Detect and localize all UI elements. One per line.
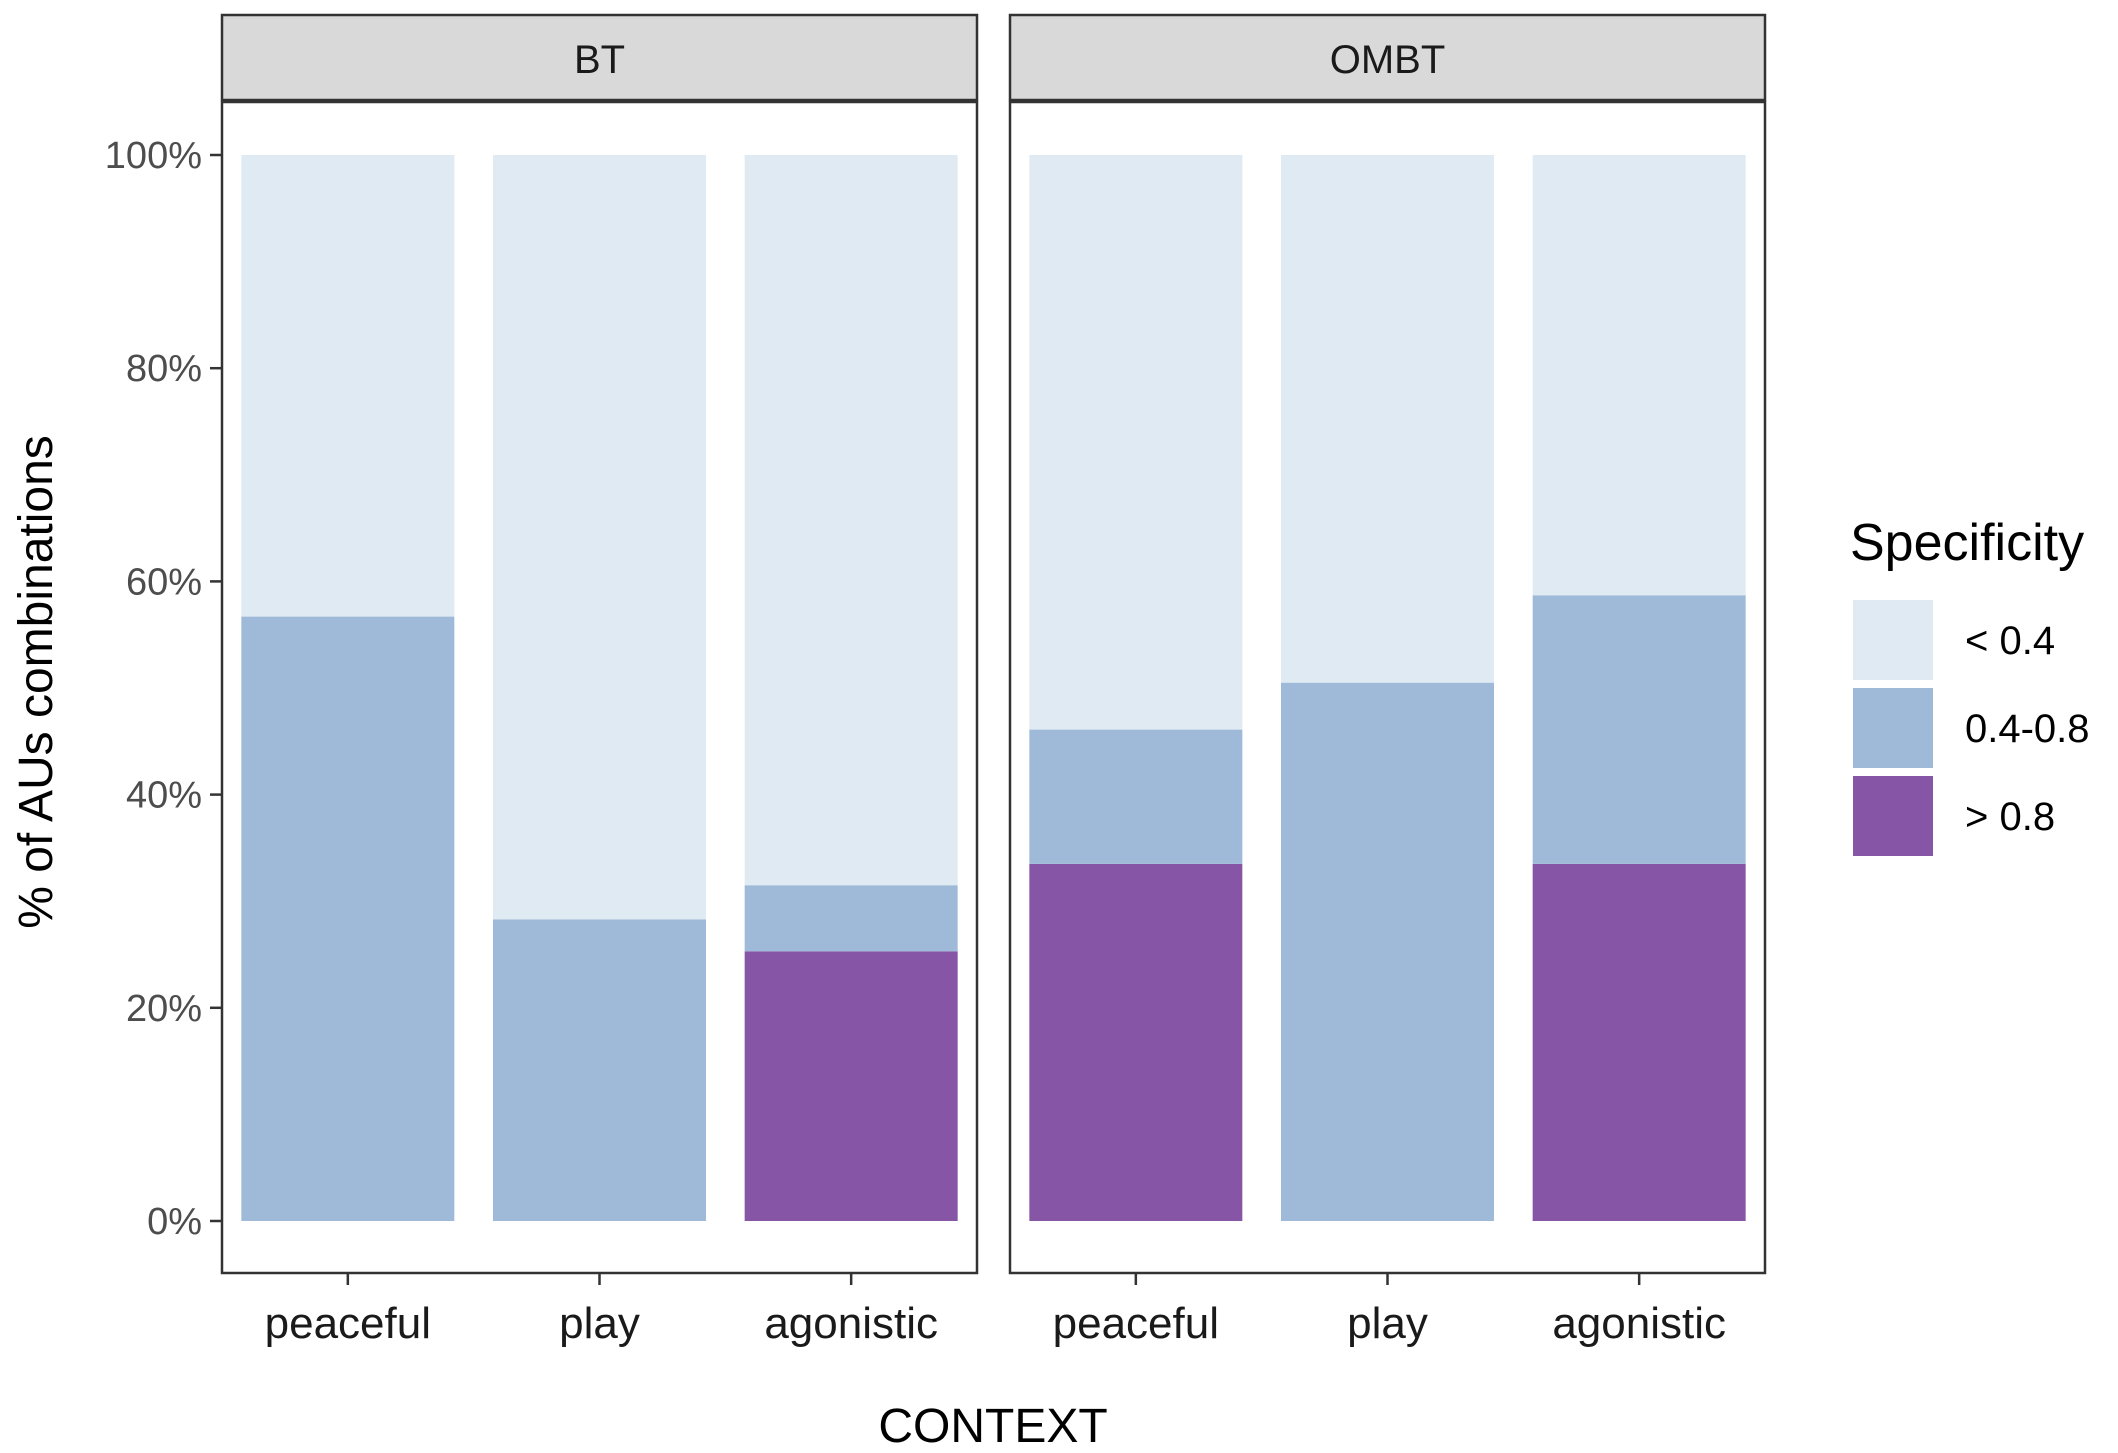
legend-label: > 0.8 bbox=[1965, 795, 2055, 839]
facet-strip-label: BT bbox=[574, 38, 625, 82]
y-tick-label: 40% bbox=[126, 775, 202, 817]
legend-key bbox=[1853, 600, 1933, 680]
bar-segment-ombt-agonistic bbox=[1532, 595, 1746, 864]
bar-segment-ombt-peaceful bbox=[1029, 863, 1243, 1221]
facet-panel-bt: BT peaceful play agonistic bbox=[220, 13, 979, 1348]
x-axis-title: CONTEXT bbox=[878, 1400, 1107, 1453]
bar-segment-ombt-agonistic bbox=[1532, 863, 1746, 1221]
bar-segment-bt-agonistic bbox=[744, 951, 958, 1221]
legend-label: < 0.4 bbox=[1965, 619, 2055, 663]
facet-strip bbox=[1008, 13, 1767, 102]
x-tick-label: agonistic bbox=[764, 1299, 938, 1348]
bar-segment-bt-agonistic bbox=[744, 155, 958, 886]
x-tick-label: agonistic bbox=[1552, 1299, 1726, 1348]
legend-title: Specificity bbox=[1850, 514, 2084, 572]
x-tick-label: play bbox=[559, 1299, 640, 1348]
bar-segment-bt-play bbox=[493, 155, 706, 920]
bar-segment-bt-play bbox=[493, 919, 706, 1221]
x-tick-label: play bbox=[1347, 1299, 1428, 1348]
facet-panels: BT peaceful play agonistic OMBT peaceful play a… bbox=[220, 13, 1767, 1348]
panel-border bbox=[1008, 100, 1767, 1275]
legend-label: 0.4-0.8 bbox=[1965, 707, 2090, 751]
x-tick-label: peaceful bbox=[1053, 1299, 1219, 1348]
panel-border bbox=[220, 100, 979, 1275]
facet-panel-ombt: OMBT peaceful play agonistic bbox=[1008, 13, 1767, 1348]
legend: Specificity < 0.4 0.4-0.8 > 0.8 bbox=[1850, 514, 2090, 856]
y-tick-label: 20% bbox=[126, 988, 202, 1030]
y-tick-label: 80% bbox=[126, 348, 202, 390]
y-tick-label: 0% bbox=[147, 1201, 202, 1243]
bar-segment-ombt-play bbox=[1281, 682, 1494, 1221]
facet-strip bbox=[220, 13, 979, 102]
y-tick-label: 60% bbox=[126, 561, 202, 603]
bar-segment-bt-agonistic bbox=[744, 885, 958, 952]
x-tick-label: peaceful bbox=[265, 1299, 431, 1348]
bar-segment-ombt-play bbox=[1281, 155, 1494, 683]
facet-strip-label: OMBT bbox=[1330, 38, 1446, 82]
y-axis: 0% 20% 40% 60% 80% 100% bbox=[105, 135, 222, 1243]
bar-segment-bt-peaceful bbox=[241, 616, 455, 1221]
y-tick-label: 100% bbox=[105, 135, 202, 177]
bar-segment-ombt-agonistic bbox=[1532, 155, 1746, 596]
y-axis-title: % of AUs combinations bbox=[10, 435, 63, 929]
bar-segment-ombt-peaceful bbox=[1029, 155, 1243, 730]
legend-key bbox=[1853, 776, 1933, 856]
bar-segment-bt-peaceful bbox=[241, 155, 455, 617]
bar-segment-ombt-peaceful bbox=[1029, 729, 1243, 864]
legend-key bbox=[1853, 688, 1933, 768]
